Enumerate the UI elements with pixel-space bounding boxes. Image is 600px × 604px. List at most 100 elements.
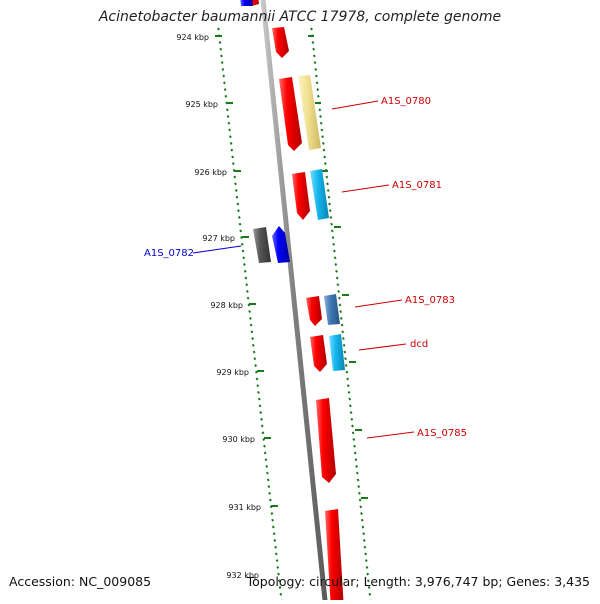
ruler-minor-tick: [274, 552, 278, 556]
ruler-minor-tick: [264, 458, 268, 462]
ruler-minor-tick: [220, 61, 224, 65]
label-a1s-0780[interactable]: A1S_0780: [381, 96, 431, 107]
ruler-minor-tick: [329, 215, 333, 219]
gene-feature-forward[interactable]: [310, 335, 327, 372]
ruler-minor-tick: [345, 370, 349, 374]
ruler-minor-tick: [266, 471, 269, 475]
ruler-minor-tick: [319, 121, 323, 125]
ruler-minor-tick: [241, 249, 245, 253]
ruler-minor-tick: [342, 343, 346, 347]
ruler-left: 924 kbp 925 kbp 926 kbp 927 kbp 928 kbp …: [176, 27, 283, 603]
ruler-label-930: 930 kbp: [222, 435, 255, 444]
ruler-minor-tick: [257, 390, 260, 394]
ruler-minor-tick: [226, 108, 229, 112]
gene-feature-a1s-0783[interactable]: [324, 294, 340, 325]
ruler-minor-tick: [368, 592, 372, 596]
label-a1s-0781[interactable]: A1S_0781: [392, 180, 442, 191]
ruler-minor-tick: [221, 67, 225, 71]
ruler-minor-tick: [237, 215, 241, 219]
ruler-minor-tick: [254, 364, 257, 367]
ruler-minor-tick: [244, 276, 248, 280]
ruler-minor-tick: [328, 202, 331, 206]
ruler-minor-tick: [238, 222, 242, 226]
ruler-minor-tick: [313, 61, 317, 65]
ruler-minor-tick: [357, 485, 361, 489]
ruler-minor-tick: [270, 512, 274, 515]
ruler-minor-tick: [315, 74, 318, 78]
gene-feature-dcd[interactable]: [329, 334, 345, 371]
ruler-minor-tick: [353, 451, 357, 455]
gene-feature-a1s-0785[interactable]: [316, 398, 336, 483]
ruler-minor-tick: [257, 397, 261, 401]
ruler-minor-tick: [343, 350, 347, 354]
ruler-minor-tick: [310, 27, 313, 31]
ruler-minor-tick: [330, 229, 334, 233]
ruler-minor-tick: [364, 559, 368, 563]
ruler-minor-tick: [269, 505, 273, 509]
ruler-minor-tick: [242, 256, 246, 260]
ruler-minor-tick: [322, 148, 326, 152]
leader-line-a1s-0782: [192, 245, 242, 254]
ruler-minor-tick: [335, 276, 339, 280]
ruler-minor-tick: [349, 404, 352, 408]
ruler-minor-tick: [262, 438, 266, 441]
ruler-minor-tick: [260, 417, 263, 421]
label-a1s-0782[interactable]: A1S_0782: [144, 248, 194, 259]
gene-feature-reverse[interactable]: [240, 0, 253, 6]
ruler-minor-tick: [352, 438, 356, 441]
ruler-minor-tick: [271, 525, 275, 529]
gene-feature-a1s-0782[interactable]: [253, 227, 271, 263]
ruler-minor-tick: [315, 81, 319, 85]
ruler-minor-tick: [314, 67, 318, 71]
ruler-minor-tick: [254, 370, 258, 374]
ruler-tick-925: 925 kbp: [185, 100, 233, 109]
label-a1s-0785[interactable]: A1S_0785: [417, 428, 467, 439]
ruler-minor-tick: [323, 155, 327, 159]
ruler-minor-tick: [277, 579, 281, 583]
ruler-minor-tick: [364, 552, 367, 556]
ruler-label-928: 928 kbp: [210, 301, 243, 310]
topology-text: Topology: circular; Length: 3,976,747 bp…: [246, 574, 590, 589]
ruler-tick-932: 932 kbp: [226, 571, 259, 580]
gene-feature-forward[interactable]: [272, 27, 289, 58]
ruler-minor-tick: [263, 451, 267, 455]
ruler-minor-tick: [344, 357, 347, 361]
gene-feature-a1s-0780[interactable]: [298, 75, 321, 150]
ruler-minor-tick: [246, 296, 250, 300]
ruler-minor-tick: [324, 168, 328, 172]
gene-feature-reverse[interactable]: [272, 226, 290, 263]
gene-feature-a1s-0781[interactable]: [310, 169, 329, 220]
ruler-minor-tick: [349, 411, 353, 415]
ruler-minor-tick: [225, 101, 229, 105]
ruler-minor-tick: [325, 175, 329, 179]
ruler-minor-tick: [367, 586, 371, 589]
gene-feature-forward[interactable]: [306, 296, 322, 326]
ruler-minor-tick: [363, 545, 367, 549]
ruler-minor-tick: [271, 518, 274, 522]
ruler-minor-tick: [220, 54, 223, 58]
label-a1s-0783[interactable]: A1S_0783: [405, 295, 455, 306]
gene-feature-forward[interactable]: [325, 509, 344, 604]
label-dcd[interactable]: dcd: [410, 339, 428, 350]
ruler-minor-tick: [356, 478, 360, 482]
gene-feature-forward[interactable]: [279, 77, 302, 151]
ruler-minor-tick: [340, 323, 344, 327]
ruler-minor-tick: [332, 242, 336, 246]
ruler-minor-tick: [320, 128, 324, 132]
ruler-minor-tick: [249, 316, 252, 320]
leader-line-dcd: [358, 343, 407, 351]
ruler-minor-tick: [327, 195, 331, 199]
ruler-minor-tick: [359, 505, 363, 509]
ruler-label-927: 927 kbp: [202, 234, 235, 243]
ruler-minor-tick: [274, 545, 277, 549]
ruler-minor-tick: [355, 471, 359, 475]
ruler-minor-tick: [319, 115, 322, 118]
ruler-minor-tick: [233, 175, 237, 179]
ruler-minor-tick: [249, 323, 253, 327]
ruler-minor-tick: [222, 74, 226, 78]
gene-feature-forward[interactable]: [292, 172, 310, 220]
ruler-minor-tick: [339, 310, 343, 314]
ruler-minor-tick: [243, 263, 246, 266]
ruler-minor-tick: [251, 343, 255, 347]
